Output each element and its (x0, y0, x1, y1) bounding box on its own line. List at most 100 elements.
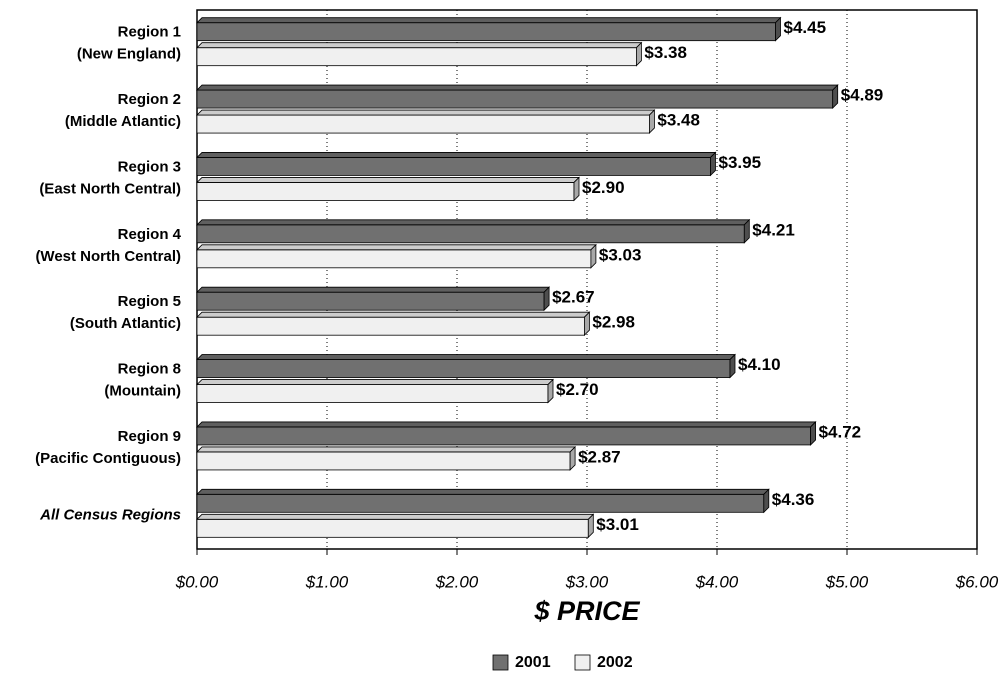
category-label-line: (West North Central) (35, 248, 181, 265)
bar-side (710, 151, 716, 177)
category-label: Region 4 (West North Central) (35, 226, 181, 265)
legend-label: 2001 (515, 654, 551, 671)
bar-side (569, 445, 576, 471)
x-tick-label: $3.00 (565, 572, 609, 591)
bar-top (196, 177, 580, 183)
x-tick-label: $5.00 (825, 572, 869, 591)
bar-top (196, 109, 656, 116)
x-tick-label: $2.00 (435, 572, 479, 591)
category-label-line: (Pacific Contiguous) (35, 450, 181, 467)
category-label-line: Region 4 (118, 226, 182, 243)
category-label: Region 3 (East North Central) (39, 158, 181, 197)
category-label-line: All Census Regions (39, 506, 181, 523)
bar-top (196, 17, 782, 24)
bar (196, 518, 589, 538)
bar-side (587, 513, 594, 539)
bar-top (196, 42, 643, 49)
value-label: $3.38 (644, 43, 687, 62)
category-label: Region 1 (New England) (77, 24, 181, 63)
value-label: $3.01 (596, 515, 639, 534)
bar-side (543, 286, 550, 312)
value-label: $3.03 (599, 245, 642, 264)
bar (196, 182, 575, 201)
category-label-line: (East North Central) (39, 180, 181, 197)
value-label: $4.10 (738, 355, 781, 374)
bar-side (584, 311, 590, 337)
bar-top (196, 311, 591, 318)
bar (196, 89, 834, 109)
bar-side (775, 16, 781, 42)
x-axis-title: $ PRICE (533, 596, 640, 626)
bar-top (196, 219, 751, 226)
bar-top (196, 244, 597, 251)
category-label: All Census Regions (39, 506, 181, 523)
x-tick-label: $4.00 (695, 572, 739, 591)
legend-label: 2002 (597, 654, 633, 671)
category-label-line: Region 9 (118, 428, 181, 445)
legend-swatch (574, 654, 591, 671)
value-label: $4.89 (841, 86, 884, 105)
category-label-line: Region 5 (118, 293, 181, 310)
value-label: $2.70 (556, 380, 599, 399)
bar-side (636, 41, 642, 67)
value-label: $4.21 (752, 220, 795, 239)
bar-side (763, 488, 770, 514)
bar (196, 359, 731, 378)
value-label: $4.45 (784, 18, 827, 37)
bar-top (196, 513, 595, 520)
bar-top (196, 354, 736, 360)
bar-side (810, 420, 816, 446)
category-label-line: (Middle Atlantic) (65, 113, 181, 130)
bar (196, 426, 811, 446)
value-label: $3.95 (719, 153, 762, 172)
value-label: $2.67 (552, 288, 595, 307)
category-label-line: Region 8 (118, 361, 181, 378)
bar (196, 384, 549, 403)
category-label: Region 9 (Pacific Contiguous) (35, 428, 181, 467)
category-label-line: (South Atlantic) (70, 315, 181, 332)
bar-top (196, 488, 770, 495)
legend-swatch (492, 654, 509, 671)
value-label: $2.90 (582, 178, 625, 197)
bar (196, 451, 571, 471)
category-label: Region 5 (South Atlantic) (70, 293, 181, 332)
value-label: $3.48 (657, 111, 700, 130)
bar (196, 47, 637, 67)
bar-side (590, 243, 597, 269)
bar (196, 22, 776, 42)
value-label: $4.72 (819, 422, 862, 441)
bar-side (729, 353, 736, 379)
value-label: $2.98 (592, 313, 635, 332)
value-label: $2.87 (578, 447, 621, 466)
value-label: $4.36 (772, 490, 815, 509)
bar (196, 157, 711, 176)
bar (196, 493, 765, 513)
x-tick-label: $1.00 (305, 572, 349, 591)
bar-top (196, 421, 817, 428)
bar-side (649, 109, 655, 135)
bar-side (547, 378, 554, 404)
bar-side (832, 84, 839, 110)
bar-side (573, 176, 580, 202)
category-label-line: (Mountain) (104, 383, 181, 400)
category-label: Region 2 (Middle Atlantic) (65, 91, 181, 130)
bar (196, 114, 650, 134)
bar-top (196, 152, 717, 158)
x-tick-label: $0.00 (175, 572, 219, 591)
category-label: Region 8 (Mountain) (104, 361, 181, 400)
category-label-line: Region 2 (118, 91, 181, 108)
bar (196, 316, 585, 336)
category-label-line: (New England) (77, 46, 181, 63)
bar-side (743, 218, 750, 244)
bar-top (196, 446, 577, 453)
bar (196, 224, 745, 244)
bar (196, 291, 545, 311)
bar-top (196, 379, 554, 385)
category-label-line: Region 3 (118, 158, 181, 175)
bar-top (196, 286, 551, 293)
bar-top (196, 84, 839, 91)
x-tick-label: $6.00 (955, 572, 999, 591)
category-label-line: Region 1 (118, 24, 181, 41)
bar (196, 249, 592, 269)
